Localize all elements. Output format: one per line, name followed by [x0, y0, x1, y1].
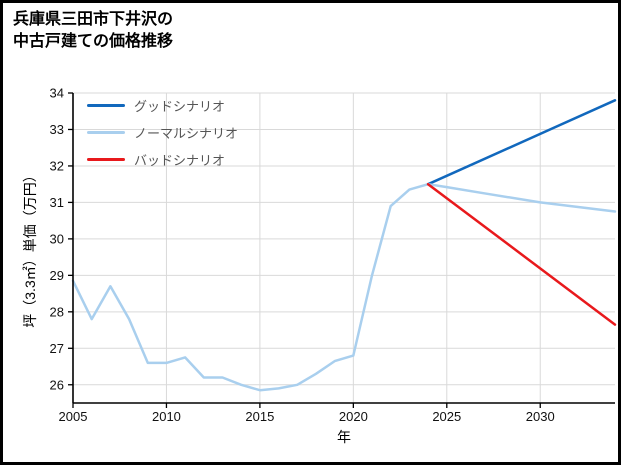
series-good-scenario — [426, 99, 617, 186]
legend: グッドシナリオ ノーマルシナリオ バッドシナリオ — [87, 97, 238, 168]
legend-item: バッドシナリオ — [87, 151, 238, 168]
x-tick-label: 2025 — [432, 409, 461, 424]
legend-label: バッドシナリオ — [134, 153, 226, 168]
x-tick-label: 2015 — [245, 409, 274, 424]
legend-line-swatch — [87, 158, 125, 161]
chart-title-line2: 中古戸建ての価格推移 — [13, 33, 174, 50]
y-tick-label: 28 — [50, 304, 64, 319]
legend-line-swatch — [87, 131, 125, 134]
y-tick-label: 33 — [50, 122, 64, 137]
chart-svg: 2005 2010 2015 2020 2025 2030 26 27 28 29 30 31 32 33… — [50, 86, 617, 424]
y-tick-label: 31 — [50, 195, 64, 210]
chart-title-line1: 兵庫県三田市下井沢の — [13, 11, 174, 28]
x-tick-label: 2030 — [526, 409, 555, 424]
legend-item: グッドシナリオ — [87, 97, 238, 114]
legend-line-swatch — [87, 104, 125, 107]
y-tick-label: 34 — [50, 86, 64, 101]
x-tick-label: 2020 — [339, 409, 368, 424]
y-tick-label: 32 — [50, 158, 64, 173]
series-history — [71, 182, 430, 392]
x-tick-label: 2010 — [152, 409, 181, 424]
x-tick-label: 2005 — [59, 409, 88, 424]
y-tick-label: 29 — [50, 268, 64, 283]
y-axis-label: 坪（3.3㎡）単価（万円） — [22, 168, 38, 328]
legend-label: グッドシナリオ — [134, 99, 226, 114]
y-tick-label: 26 — [50, 377, 64, 392]
legend-label: ノーマルシナリオ — [134, 126, 239, 141]
series-bad-scenario — [426, 182, 617, 326]
y-tick-label: 30 — [50, 231, 64, 246]
chart-title: 兵庫県三田市下井沢の 中古戸建ての価格推移 — [13, 9, 173, 53]
x-axis-label: 年 — [337, 429, 351, 445]
series-normal-scenario — [426, 182, 617, 213]
legend-item: ノーマルシナリオ — [87, 124, 238, 141]
y-tick-label: 27 — [50, 341, 64, 356]
